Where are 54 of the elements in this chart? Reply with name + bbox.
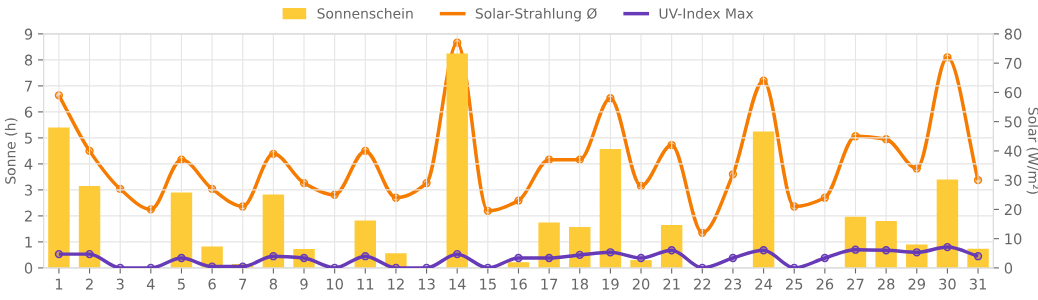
x-tick-label: 3 [116, 278, 124, 290]
y-tick-label: 0 [24, 262, 33, 274]
y2-tick-label: 30 [1004, 174, 1022, 186]
x-tick-label: 15 [480, 278, 496, 290]
y-tick-label: 7 [25, 80, 32, 92]
y-tick-label: 8 [24, 54, 33, 66]
x-tick-label: 23 [724, 278, 742, 290]
x-tick-label: 7 [239, 278, 247, 290]
x-tick-label: 29 [908, 278, 926, 290]
y-tick-label: 9 [24, 28, 33, 40]
x-tick-label: 25 [786, 278, 803, 290]
legend-label: Solar-Strahlung Ø [475, 7, 597, 22]
x-tick-label: 9 [300, 278, 308, 290]
y2-tick-label: 50 [1004, 116, 1022, 128]
y2-tick-label: 80 [1004, 28, 1022, 40]
x-tick-label: 18 [572, 278, 589, 290]
x-tick-label: 5 [177, 278, 185, 290]
x-tick-label: 13 [418, 278, 435, 290]
y-tick-label: 5 [25, 132, 32, 144]
y2-tick-label: 10 [1005, 233, 1022, 245]
y2-tick-label: 70 [1004, 57, 1022, 69]
x-tick-label: 30 [939, 278, 956, 290]
x-tick-label: 28 [877, 278, 895, 290]
x-tick-label: 2 [85, 278, 93, 290]
x-tick-label: 12 [388, 278, 404, 290]
x-tick-label: 6 [208, 278, 216, 290]
x-tick-label: 16 [510, 278, 527, 290]
x-tick-label: 24 [755, 278, 773, 290]
y-tick-label: 6 [24, 106, 33, 118]
x-tick-label: 10 [326, 278, 343, 290]
x-tick-label: 11 [357, 278, 374, 290]
x-tick-label: 8 [269, 278, 278, 290]
x-tick-label: 31 [969, 278, 986, 290]
x-tick-label: 26 [816, 278, 834, 290]
y2-tick-label: 40 [1004, 145, 1022, 157]
x-tick-label: 14 [449, 278, 466, 290]
x-tick-label: 27 [847, 278, 864, 290]
legend-label: UV-Index Max [659, 7, 754, 19]
y-axis-title: Sonne (h) [4, 118, 18, 184]
y-tick-label: 2 [24, 210, 32, 222]
legend-label: Sonnenschein [317, 7, 413, 19]
y-tick-label: 4 [24, 158, 33, 170]
y2-tick-label: 20 [1004, 204, 1022, 216]
x-tick-label: 4 [146, 278, 155, 290]
y2-tick-label: 0 [1004, 262, 1013, 274]
x-tick-label: 21 [663, 278, 680, 290]
x-tick-label: 20 [632, 278, 650, 290]
y-tick-label: 3 [25, 184, 33, 196]
x-tick-label: 22 [694, 278, 711, 290]
x-tick-label: 1 [55, 278, 63, 290]
y-tick-label: 1 [25, 236, 32, 248]
x-tick-label: 17 [541, 278, 558, 290]
x-tick-label: 19 [602, 278, 619, 290]
y2-tick-label: 60 [1004, 87, 1022, 99]
